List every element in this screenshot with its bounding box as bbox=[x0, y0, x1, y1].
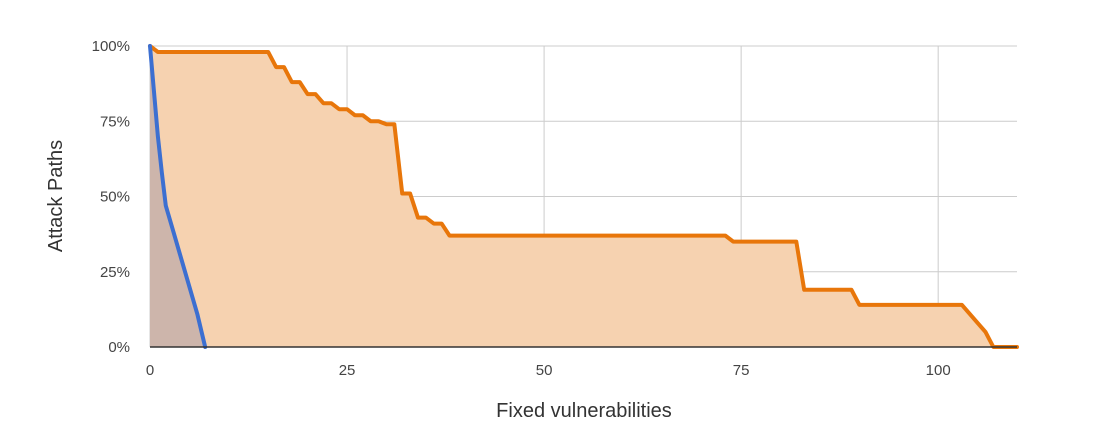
y-tick-label: 0% bbox=[108, 339, 130, 356]
axis-layer: 0% 25% 50% 75% 100% 0 25 50 75 100 bbox=[92, 38, 1017, 379]
x-tick-label: 0 bbox=[146, 362, 154, 379]
y-tick-label: 50% bbox=[100, 189, 130, 206]
series-line-2 bbox=[148, 44, 208, 349]
line-layer bbox=[148, 44, 1019, 349]
x-tick-label: 25 bbox=[339, 362, 356, 379]
x-axis-label: Fixed vulnerabilities bbox=[496, 400, 672, 422]
y-tick-label: 100% bbox=[92, 38, 130, 55]
x-tick-label: 50 bbox=[536, 362, 553, 379]
series-area-2 bbox=[150, 46, 206, 347]
series-line-1 bbox=[148, 44, 1019, 349]
y-tick-label: 75% bbox=[100, 113, 130, 130]
x-tick-label: 100 bbox=[926, 362, 951, 379]
y-axis-label: Attack Paths bbox=[45, 140, 67, 252]
x-tick-label: 75 bbox=[733, 362, 750, 379]
y-tick-label: 25% bbox=[100, 264, 130, 281]
